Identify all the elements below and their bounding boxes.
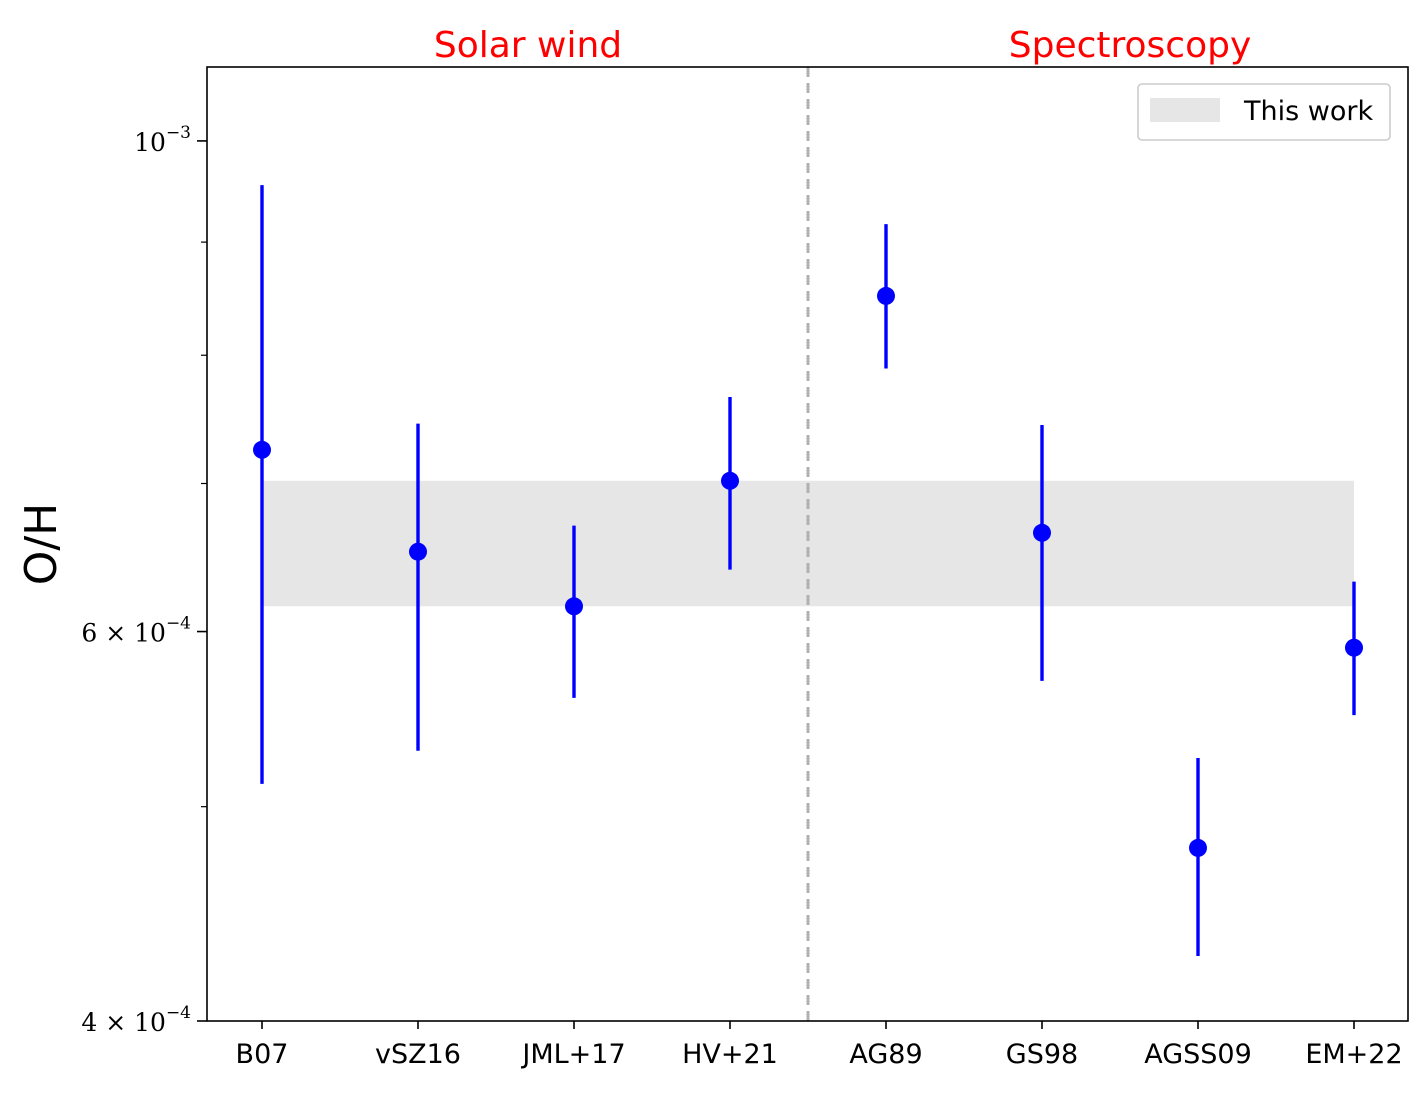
y-tick-label-0: 10−3	[134, 123, 191, 157]
data-point-agss09	[1189, 838, 1207, 857]
x-tick-label-jml-17: JML+17	[520, 1039, 625, 1070]
x-tick-label-ag89: AG89	[849, 1039, 922, 1070]
data-point-b07	[253, 440, 271, 459]
x-tick-label-vsz16: vSZ16	[375, 1039, 461, 1070]
y-tick-label-base: 10	[134, 128, 166, 157]
y-tick-label-exponent: −4	[166, 614, 191, 634]
data-point-em-22	[1345, 638, 1363, 657]
x-tick-label-hv-21: HV+21	[682, 1039, 778, 1070]
y-axis-label: O/H	[16, 503, 67, 586]
group-label-solar-wind: Solar wind	[434, 25, 622, 66]
x-tick-label-em-22: EM+22	[1305, 1039, 1402, 1070]
legend: This work	[1137, 83, 1391, 141]
x-tick-label-gs98: GS98	[1006, 1039, 1078, 1070]
x-tick-label-agss09: AGSS09	[1144, 1039, 1252, 1070]
y-tick-label-base: 6 × 10	[81, 619, 166, 648]
x-tick-label-b07: B07	[236, 1039, 289, 1070]
point-layer	[253, 286, 1363, 857]
y-tick-label-1: 6 × 10−4	[81, 614, 191, 648]
group-label-spectroscopy: Spectroscopy	[1009, 25, 1252, 66]
data-point-ag89	[877, 286, 895, 305]
y-tick-label-2: 4 × 10−4	[81, 1003, 191, 1037]
y-tick-label-exponent: −4	[166, 1003, 191, 1023]
y-tick-label-base: 4 × 10	[81, 1008, 166, 1037]
data-point-vsz16	[409, 542, 427, 561]
x-axis-ticks: B07 vSZ16 JML+17 HV+21 AG89 GS98 AGSS09 EM+22	[236, 1021, 1403, 1070]
y-tick-label-exponent: −3	[166, 123, 191, 143]
y-axis-ticks: 10−36 × 10−44 × 10−4	[81, 123, 207, 1037]
plot-frame	[206, 66, 1409, 1022]
data-point-hv-21	[721, 471, 739, 490]
legend-label-this-work: This work	[1243, 96, 1373, 127]
legend-swatch-this-work	[1150, 98, 1220, 122]
data-point-gs98	[1033, 523, 1051, 542]
group-labels: Solar wind Spectroscopy	[434, 25, 1251, 66]
data-point-jml-17	[565, 597, 583, 616]
